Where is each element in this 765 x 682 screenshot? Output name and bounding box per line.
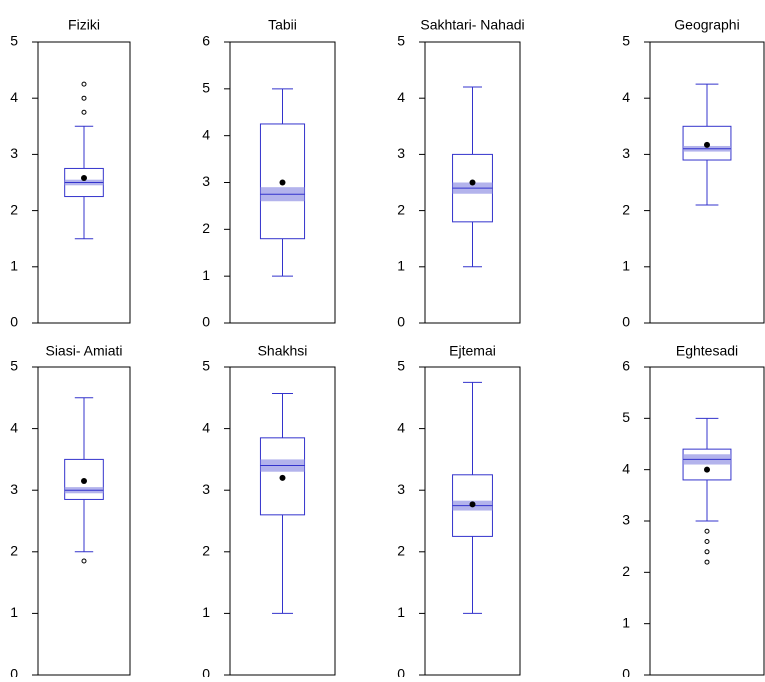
y-tick-label: 3 bbox=[397, 481, 405, 497]
mean bbox=[704, 141, 710, 148]
y-tick-label: 3 bbox=[202, 173, 210, 189]
y-tick-label: 0 bbox=[622, 666, 630, 677]
y-tick-label: 4 bbox=[622, 460, 630, 476]
outlier bbox=[81, 81, 87, 87]
y-tick-label: 2 bbox=[397, 201, 405, 217]
mean bbox=[279, 179, 286, 186]
y-tick-label: 3 bbox=[397, 145, 405, 161]
plot-frame bbox=[424, 41, 521, 324]
y-tick-label: 2 bbox=[397, 543, 405, 559]
panel-title: Eghtesadi bbox=[676, 343, 738, 359]
y-tick-label: 3 bbox=[10, 145, 18, 161]
panel-title: Tabii bbox=[268, 17, 297, 33]
y-tick-label: 0 bbox=[10, 314, 18, 330]
y-tick-label: 1 bbox=[202, 267, 210, 283]
y-tick-label: 2 bbox=[202, 543, 210, 559]
y-tick-label: 1 bbox=[397, 258, 405, 274]
y-tick-label: 0 bbox=[397, 314, 405, 330]
y-tick-label: 2 bbox=[202, 220, 210, 236]
y-tick-label: 2 bbox=[622, 563, 630, 579]
y-tick-label: 1 bbox=[397, 604, 405, 620]
y-tick-label: 2 bbox=[622, 201, 630, 217]
plot-frame bbox=[649, 41, 765, 324]
y-tick-label: 3 bbox=[10, 481, 18, 497]
y-tick-label: 0 bbox=[10, 666, 18, 677]
plot-frame bbox=[229, 366, 336, 676]
panel-title: Geographi bbox=[674, 17, 739, 33]
plot-frame bbox=[37, 41, 131, 324]
y-tick-label: 5 bbox=[397, 33, 405, 49]
y-tick-label: 2 bbox=[10, 201, 18, 217]
y-tick-label: 1 bbox=[10, 604, 18, 620]
y-tick-label: 5 bbox=[202, 80, 210, 96]
y-tick-label: 6 bbox=[202, 33, 210, 49]
outlier bbox=[704, 528, 710, 534]
outlier bbox=[704, 549, 710, 555]
plot-frame bbox=[37, 366, 131, 676]
y-tick-label: 4 bbox=[202, 419, 210, 435]
outlier bbox=[81, 109, 87, 115]
panel-title: Ejtemai bbox=[449, 343, 496, 359]
y-tick-label: 4 bbox=[622, 89, 630, 105]
outlier bbox=[81, 95, 87, 101]
y-tick-label: 4 bbox=[10, 89, 18, 105]
y-tick-label: 5 bbox=[622, 33, 630, 49]
y-tick-label: 3 bbox=[622, 145, 630, 161]
box bbox=[64, 458, 104, 500]
y-tick-label: 4 bbox=[397, 89, 405, 105]
panel-title: Sakhtari- Nahadi bbox=[420, 17, 524, 33]
y-tick-label: 0 bbox=[397, 666, 405, 677]
y-tick-label: 0 bbox=[202, 666, 210, 677]
y-tick-label: 4 bbox=[10, 419, 18, 435]
y-tick-label: 5 bbox=[10, 358, 18, 374]
box bbox=[259, 123, 306, 240]
plot-frame bbox=[424, 366, 521, 676]
y-tick-label: 3 bbox=[622, 512, 630, 528]
y-tick-label: 5 bbox=[202, 358, 210, 374]
y-tick-label: 5 bbox=[10, 33, 18, 49]
panel-title: Fiziki bbox=[68, 17, 100, 33]
y-tick-label: 2 bbox=[10, 543, 18, 559]
mean bbox=[469, 179, 476, 186]
mean bbox=[81, 175, 87, 182]
outlier bbox=[704, 539, 710, 545]
y-tick-label: 1 bbox=[622, 614, 630, 630]
y-tick-label: 0 bbox=[202, 314, 210, 330]
mean bbox=[279, 474, 286, 481]
y-tick-label: 4 bbox=[397, 419, 405, 435]
mean bbox=[704, 466, 710, 473]
box bbox=[682, 125, 732, 161]
outlier bbox=[704, 559, 710, 565]
y-tick-label: 1 bbox=[622, 258, 630, 274]
panel-title: Siasi- Amiati bbox=[45, 343, 122, 359]
y-tick-label: 1 bbox=[10, 258, 18, 274]
mean bbox=[469, 501, 476, 508]
outlier bbox=[81, 558, 87, 564]
y-tick-label: 3 bbox=[202, 481, 210, 497]
y-tick-label: 0 bbox=[622, 314, 630, 330]
y-tick-label: 4 bbox=[202, 126, 210, 142]
y-tick-label: 6 bbox=[622, 358, 630, 374]
y-tick-label: 1 bbox=[202, 604, 210, 620]
y-tick-label: 5 bbox=[397, 358, 405, 374]
mean bbox=[81, 477, 87, 484]
panel-title: Shakhsi bbox=[258, 343, 308, 359]
y-tick-label: 5 bbox=[622, 409, 630, 425]
box bbox=[259, 437, 306, 516]
